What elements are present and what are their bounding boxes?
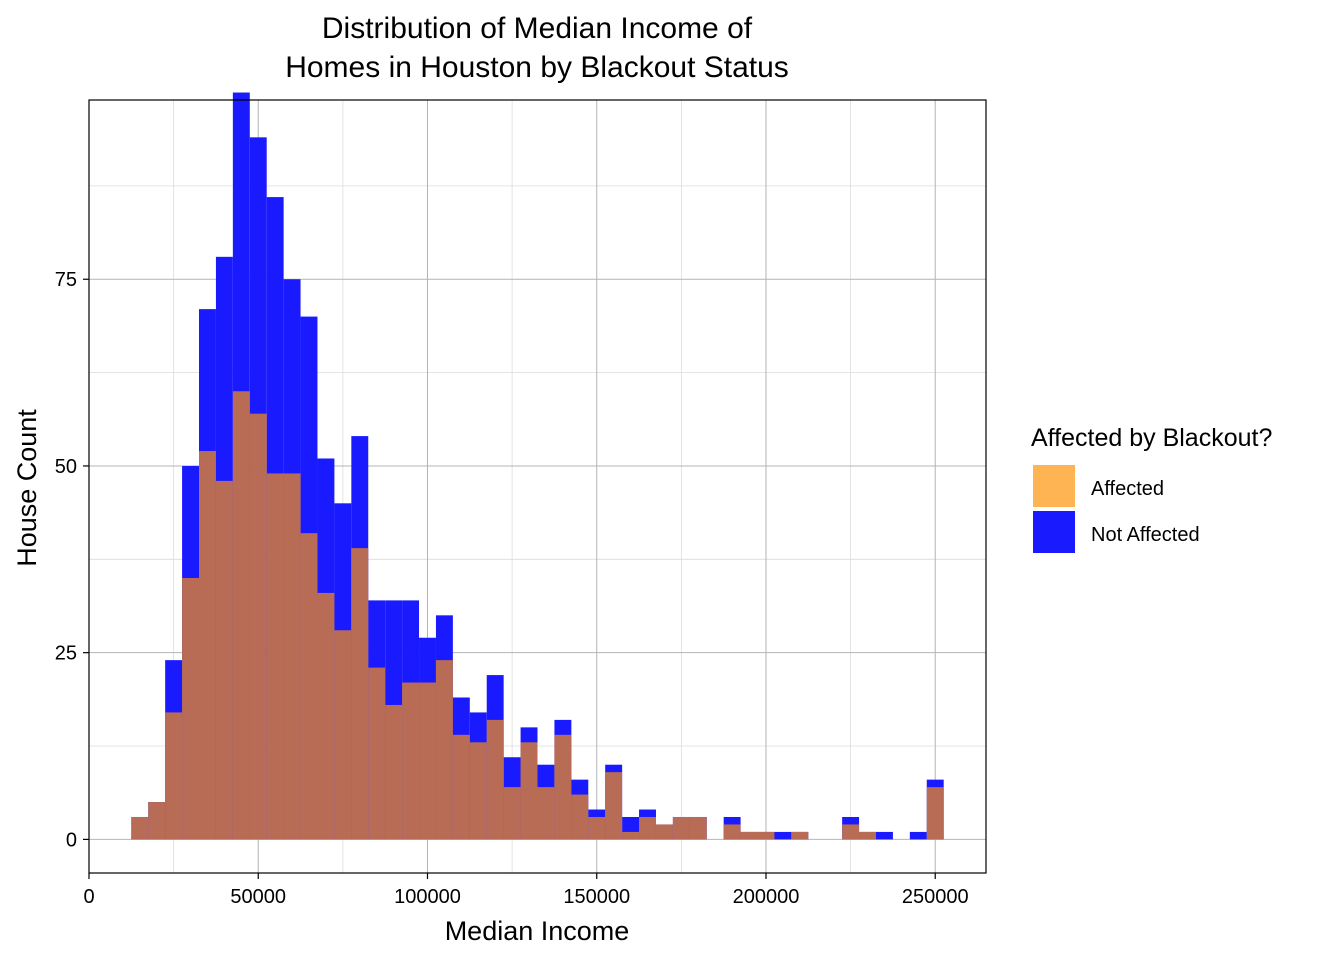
bar-affected xyxy=(317,592,335,840)
bar-not-affected xyxy=(875,831,893,840)
bar-affected xyxy=(249,413,267,840)
bar-affected xyxy=(452,734,470,840)
bar-affected xyxy=(486,719,504,840)
bar-affected xyxy=(554,734,572,840)
chart-title-line-2: Homes in Houston by Blackout Status xyxy=(285,51,789,84)
x-tick-label: 0 xyxy=(83,886,94,908)
bar-affected xyxy=(148,802,166,840)
bar-affected xyxy=(571,794,589,840)
bar-affected xyxy=(757,831,775,840)
legend-title: Affected by Blackout? xyxy=(1031,424,1272,452)
bar-affected xyxy=(368,667,386,840)
bar-affected xyxy=(199,451,216,840)
bar-affected xyxy=(402,682,420,840)
y-axis-ticks: 0 25 50 75 xyxy=(55,269,89,851)
x-tick-label: 100000 xyxy=(394,886,461,908)
legend-swatch-affected xyxy=(1033,465,1075,507)
bar-affected xyxy=(672,816,690,840)
bar-affected xyxy=(859,831,876,840)
bar-affected xyxy=(435,660,453,840)
x-tick-label: 250000 xyxy=(902,886,969,908)
chart-title-line-1: Distribution of Median Income of xyxy=(322,12,753,45)
bar-affected xyxy=(926,787,944,840)
plot-panel-border xyxy=(88,99,987,874)
legend: Affected by Blackout? Affected Not Affec… xyxy=(1031,424,1272,553)
legend-label-not-affected: Not Affected xyxy=(1091,524,1200,546)
x-tick-label: 50000 xyxy=(230,886,286,908)
bar-not-affected xyxy=(774,831,792,840)
x-tick-label: 200000 xyxy=(733,886,800,908)
bar-affected xyxy=(689,816,707,840)
y-tick-label: 0 xyxy=(66,829,77,851)
y-axis-label: House Count xyxy=(12,409,42,567)
bar-affected xyxy=(385,704,403,840)
bar-affected xyxy=(232,391,250,840)
affected-bars xyxy=(131,391,944,840)
bar-affected xyxy=(165,712,183,840)
bar-affected xyxy=(740,831,758,840)
bar-affected xyxy=(655,824,673,840)
bar-affected xyxy=(537,787,555,840)
y-tick-label: 50 xyxy=(55,456,77,478)
y-tick-label: 75 xyxy=(55,269,77,291)
bar-affected xyxy=(215,480,233,840)
bar-affected xyxy=(334,630,352,840)
bar-affected xyxy=(351,548,369,840)
bar-affected xyxy=(503,787,521,840)
bar-affected xyxy=(842,824,860,840)
x-tick-label: 150000 xyxy=(563,886,630,908)
bar-affected xyxy=(639,816,656,840)
legend-swatch-not-affected xyxy=(1033,511,1075,553)
bar-affected xyxy=(266,473,284,840)
bar-affected xyxy=(520,742,538,840)
bar-affected xyxy=(791,831,809,840)
bar-not-affected xyxy=(909,831,927,840)
legend-label-affected: Affected xyxy=(1091,478,1164,500)
bar-affected xyxy=(605,772,623,840)
bar-affected xyxy=(723,824,741,840)
bar-affected xyxy=(419,682,436,840)
bar-affected xyxy=(131,816,149,840)
y-tick-label: 25 xyxy=(55,643,77,665)
bar-affected xyxy=(182,577,200,840)
bar-affected xyxy=(588,816,606,840)
x-axis-label: Median Income xyxy=(445,916,630,946)
x-axis-ticks: 0 50000 100000 150000 200000 250000 xyxy=(83,873,969,908)
bar-affected xyxy=(469,742,487,840)
bar-affected xyxy=(622,831,640,840)
bar-affected xyxy=(300,533,318,840)
bar-affected xyxy=(283,473,301,840)
